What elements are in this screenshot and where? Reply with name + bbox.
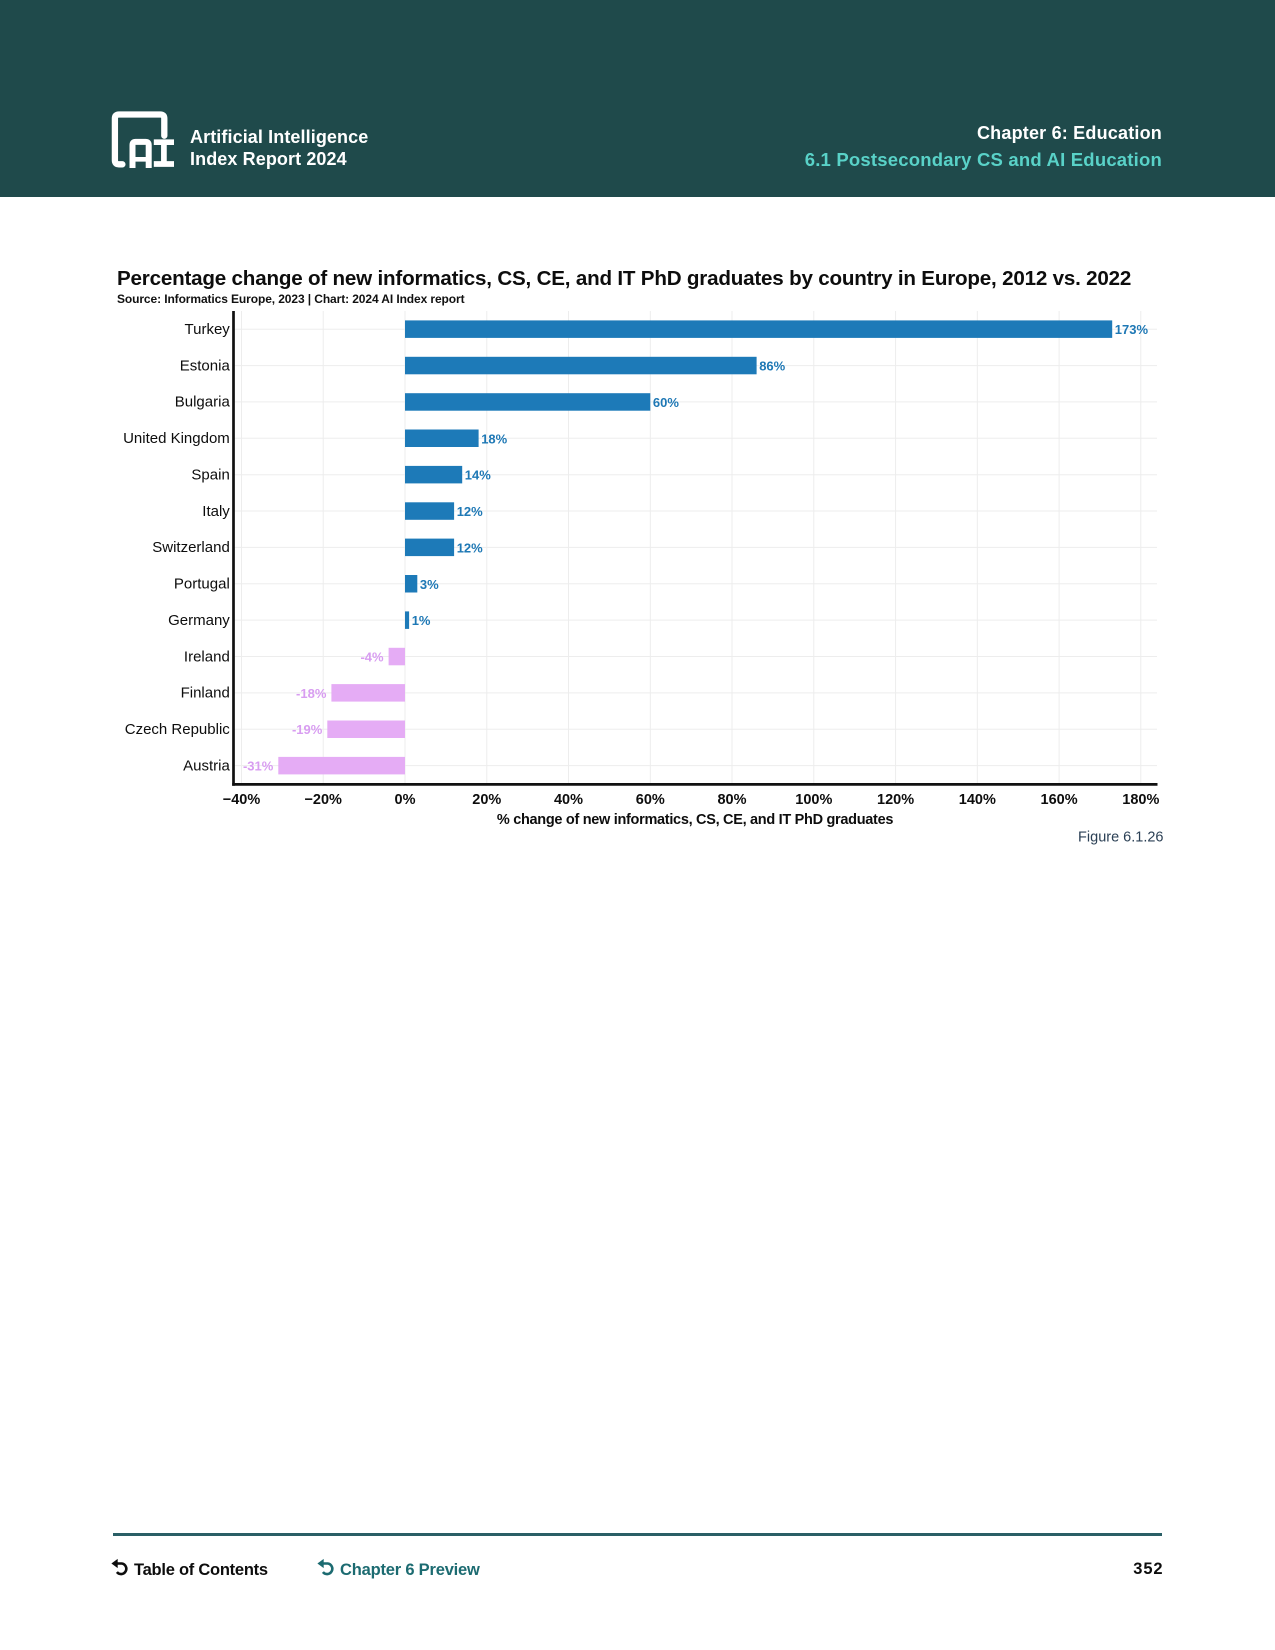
- svg-text:Bulgaria: Bulgaria: [175, 394, 231, 411]
- svg-text:Ireland: Ireland: [184, 648, 230, 665]
- svg-text:60%: 60%: [636, 792, 665, 808]
- svg-text:Turkey: Turkey: [185, 321, 231, 338]
- svg-text:3%: 3%: [420, 577, 439, 592]
- svg-text:100%: 100%: [795, 792, 832, 808]
- svg-text:0%: 0%: [395, 792, 416, 808]
- svg-text:Finland: Finland: [181, 685, 230, 702]
- svg-text:180%: 180%: [1122, 792, 1159, 808]
- svg-text:140%: 140%: [959, 792, 996, 808]
- svg-text:12%: 12%: [457, 540, 483, 555]
- svg-text:160%: 160%: [1041, 792, 1078, 808]
- svg-text:Austria: Austria: [183, 757, 230, 774]
- svg-text:-4%: -4%: [360, 650, 384, 665]
- svg-text:20%: 20%: [472, 792, 501, 808]
- svg-text:Spain: Spain: [191, 467, 229, 484]
- svg-text:Germany: Germany: [168, 612, 230, 629]
- svg-text:Estonia: Estonia: [180, 357, 231, 374]
- svg-text:40%: 40%: [554, 792, 583, 808]
- svg-text:-19%: -19%: [292, 722, 323, 737]
- svg-text:86%: 86%: [759, 359, 785, 374]
- svg-text:United Kingdom: United Kingdom: [123, 430, 230, 447]
- svg-text:60%: 60%: [653, 395, 679, 410]
- svg-text:Czech Republic: Czech Republic: [125, 721, 231, 738]
- svg-text:14%: 14%: [465, 468, 491, 483]
- svg-text:1%: 1%: [412, 613, 431, 628]
- svg-text:Italy: Italy: [202, 503, 230, 520]
- svg-text:−20%: −20%: [304, 792, 342, 808]
- svg-text:80%: 80%: [717, 792, 746, 808]
- svg-text:18%: 18%: [481, 431, 507, 446]
- svg-text:-31%: -31%: [243, 759, 274, 774]
- svg-text:% change of new informatics, C: % change of new informatics, CS, CE, and…: [497, 812, 893, 828]
- svg-text:Portugal: Portugal: [174, 576, 230, 593]
- svg-text:-18%: -18%: [296, 686, 327, 701]
- svg-text:Switzerland: Switzerland: [152, 539, 230, 556]
- svg-text:173%: 173%: [1115, 322, 1149, 337]
- svg-text:120%: 120%: [877, 792, 914, 808]
- svg-text:Figure 6.1.26: Figure 6.1.26: [1078, 830, 1163, 846]
- svg-text:−40%: −40%: [223, 792, 261, 808]
- svg-text:12%: 12%: [457, 504, 483, 519]
